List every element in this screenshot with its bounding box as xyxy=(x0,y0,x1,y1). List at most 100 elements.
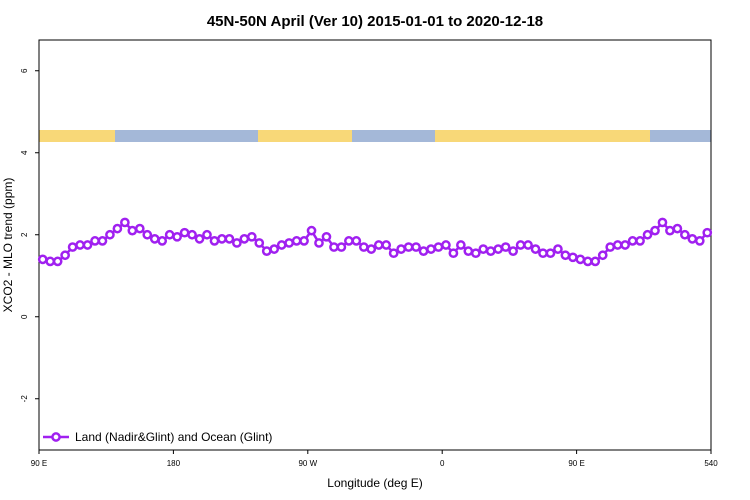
data-point xyxy=(172,231,182,242)
data-point xyxy=(657,217,668,228)
data-point xyxy=(67,242,78,252)
x-tick-label: 180 xyxy=(167,459,181,468)
data-point xyxy=(60,250,70,261)
data-point xyxy=(336,242,347,252)
data-point xyxy=(702,227,713,238)
data-point xyxy=(694,236,705,246)
data-point xyxy=(373,240,384,250)
data-point xyxy=(202,229,212,240)
land-band xyxy=(258,130,352,142)
x-tick-label: 540 xyxy=(704,459,718,468)
data-point xyxy=(134,223,145,234)
data-point xyxy=(418,246,429,256)
data-point xyxy=(642,229,653,240)
data-point xyxy=(45,256,56,267)
data-point xyxy=(575,254,586,265)
data-point xyxy=(366,244,377,254)
data-point xyxy=(194,234,205,244)
data-point xyxy=(239,234,250,244)
data-point xyxy=(82,240,93,250)
data-point xyxy=(433,242,444,252)
data-point xyxy=(232,238,242,248)
data-point xyxy=(187,229,197,240)
y-tick-label: 0 xyxy=(20,314,29,319)
ocean-band xyxy=(115,130,258,142)
plot-frame xyxy=(38,39,712,451)
ocean-band xyxy=(650,130,711,142)
data-point xyxy=(284,238,294,248)
data-point xyxy=(254,238,265,248)
data-point xyxy=(538,248,548,259)
data-point xyxy=(344,236,354,246)
y-tick-label: 6 xyxy=(20,68,29,73)
land-band xyxy=(39,130,115,142)
data-point xyxy=(142,229,153,240)
legend-marker xyxy=(51,432,61,442)
ocean-band xyxy=(352,130,435,142)
data-point xyxy=(269,244,280,254)
data-point xyxy=(456,240,466,250)
data-point xyxy=(37,254,48,265)
data-point xyxy=(217,234,227,244)
data-point xyxy=(358,242,369,252)
data-point xyxy=(672,223,683,234)
data-point xyxy=(560,250,571,261)
data-point xyxy=(403,242,414,252)
data-point xyxy=(314,238,324,248)
data-point xyxy=(52,256,63,267)
data-point xyxy=(650,225,660,236)
data-point xyxy=(687,234,698,244)
data-point xyxy=(605,242,616,252)
data-point xyxy=(396,244,406,254)
x-tick-label: 0 xyxy=(440,459,445,468)
data-point xyxy=(329,242,339,252)
data-point xyxy=(530,244,541,254)
y-tick-label: 4 xyxy=(20,150,29,155)
data-point xyxy=(523,240,533,250)
data-point xyxy=(508,246,518,256)
data-point xyxy=(463,246,474,256)
data-point xyxy=(493,244,504,254)
data-point xyxy=(209,236,220,246)
data-point xyxy=(620,240,630,250)
data-point xyxy=(224,234,235,244)
data-point xyxy=(627,236,638,246)
data-point xyxy=(590,256,601,267)
data-point xyxy=(97,236,108,246)
data-point xyxy=(164,229,175,240)
data-point xyxy=(351,236,362,246)
data-point xyxy=(120,217,130,228)
data-point xyxy=(105,229,115,240)
data-point xyxy=(500,242,511,252)
data-point xyxy=(680,229,690,240)
data-point xyxy=(246,231,257,242)
y-tick-label: 2 xyxy=(20,232,29,237)
data-point xyxy=(545,248,556,259)
data-point xyxy=(127,225,138,236)
data-point xyxy=(306,225,317,236)
x-tick-label: 90 W xyxy=(298,459,317,468)
data-point xyxy=(321,231,332,242)
data-point xyxy=(582,256,593,267)
data-point xyxy=(381,240,392,250)
data-point xyxy=(75,240,85,250)
data-point xyxy=(299,236,309,246)
data-point xyxy=(291,236,302,246)
data-point xyxy=(515,240,526,250)
data-point xyxy=(90,236,100,246)
data-point xyxy=(568,252,578,263)
data-point xyxy=(441,240,451,250)
data-point xyxy=(470,248,481,259)
data-point xyxy=(388,248,399,259)
legend-label: Land (Nadir&Glint) and Ocean (Glint) xyxy=(75,430,272,444)
data-point xyxy=(261,246,272,256)
data-point xyxy=(665,225,675,236)
x-tick-label: 90 E xyxy=(31,459,47,468)
data-point xyxy=(478,244,489,254)
land-band xyxy=(435,130,650,142)
data-point xyxy=(411,242,421,252)
chart-title: 45N-50N April (Ver 10) 2015-01-01 to 202… xyxy=(207,13,543,30)
x-tick-label: 90 E xyxy=(568,459,584,468)
data-point xyxy=(553,244,563,254)
